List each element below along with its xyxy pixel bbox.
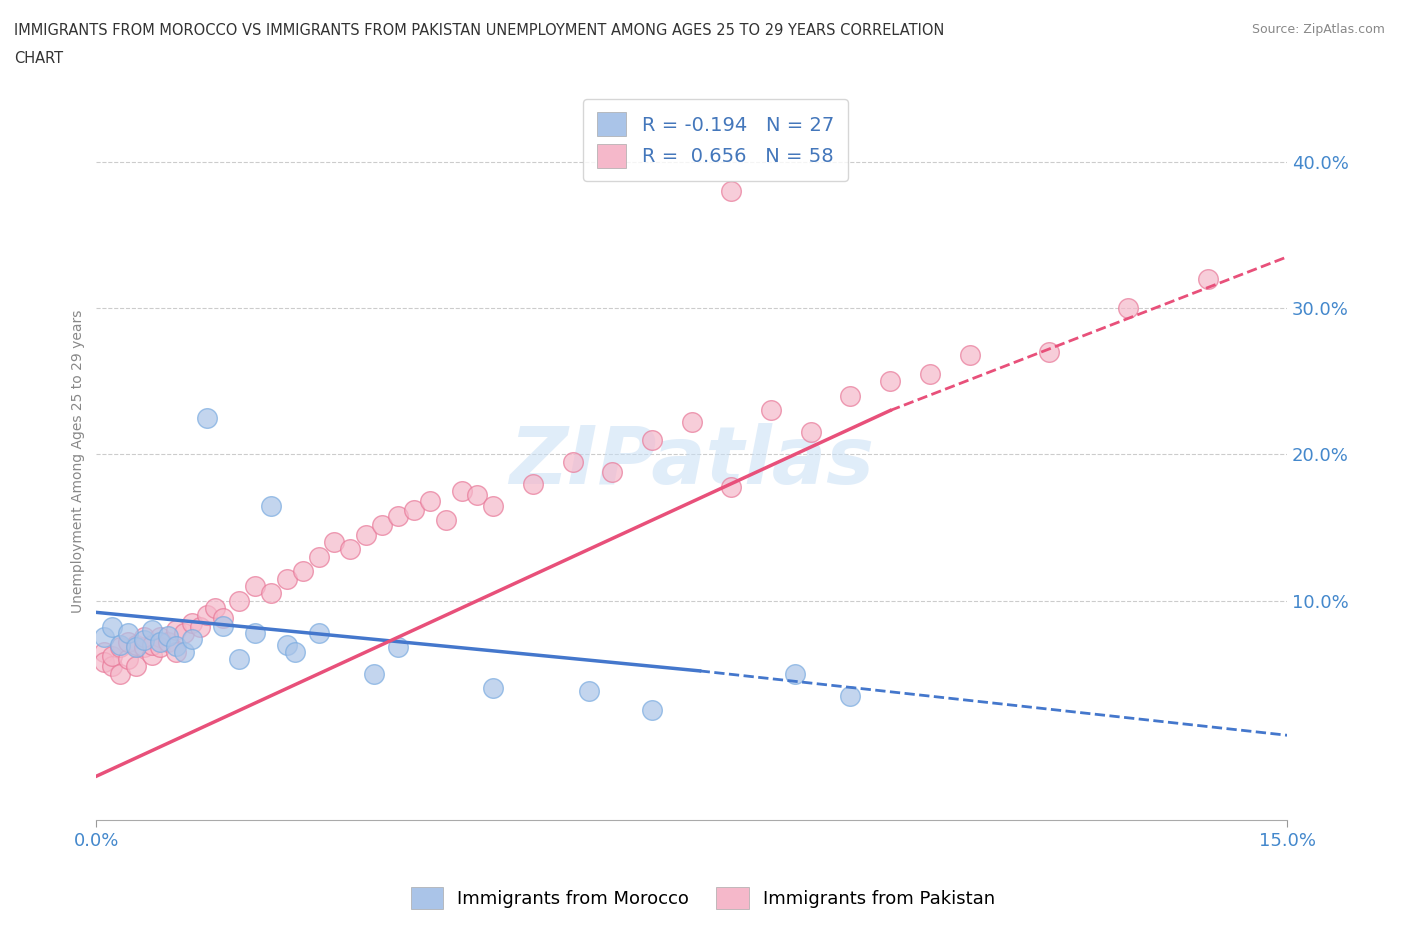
Point [212,618,235,633]
Text: IMMIGRANTS FROM MOROCCO VS IMMIGRANTS FROM PAKISTAN UNEMPLOYMENT AMONG AGES 25 T: IMMIGRANTS FROM MOROCCO VS IMMIGRANTS FR… [14,23,945,38]
Point [387,509,409,524]
Point [165,622,187,637]
Point [578,684,600,698]
Point [243,578,266,593]
Point [188,619,211,634]
Point [434,512,457,527]
Point [125,640,148,655]
Point [482,681,505,696]
Point [1038,344,1060,359]
Point [959,348,981,363]
Point [419,494,441,509]
Point [918,366,941,381]
Point [93,644,115,659]
Point [212,611,235,626]
Point [108,637,131,652]
Point [260,498,283,513]
Point [561,454,583,469]
Point [839,688,862,703]
Point [165,644,187,659]
Point [641,432,664,447]
Point [243,625,266,640]
Point [284,644,307,659]
Point [165,639,187,654]
Point [308,550,330,565]
Point [308,625,330,640]
Point [149,640,172,655]
Point [197,608,219,623]
Legend: R = -0.194   N = 27, R =  0.656   N = 58: R = -0.194 N = 27, R = 0.656 N = 58 [583,99,848,181]
Point [800,425,823,440]
Point [141,647,163,662]
Point [117,634,139,649]
Point [173,625,195,640]
Point [339,542,361,557]
Point [1197,272,1219,286]
Point [839,389,862,404]
Point [197,410,219,425]
Point [228,593,250,608]
Point [879,374,901,389]
Point [93,630,115,644]
Point [156,629,179,644]
Point [1118,300,1140,315]
Point [450,484,472,498]
Point [141,622,163,637]
Point [681,415,703,430]
Point [125,659,148,674]
Point [132,640,155,655]
Point [93,655,115,670]
Point [402,502,425,517]
Text: CHART: CHART [14,51,63,66]
Point [101,649,124,664]
Point [149,630,172,644]
Y-axis label: Unemployment Among Ages 25 to 29 years: Unemployment Among Ages 25 to 29 years [72,310,86,614]
Point [720,479,742,494]
Point [759,403,782,418]
Point [641,703,664,718]
Point [720,183,742,198]
Point [204,601,226,616]
Text: ZIPatlas: ZIPatlas [509,423,875,500]
Point [291,564,314,578]
Point [173,644,195,659]
Point [117,652,139,667]
Point [363,667,385,682]
Point [101,659,124,674]
Point [467,488,489,503]
Point [180,615,202,630]
Legend: Immigrants from Morocco, Immigrants from Pakistan: Immigrants from Morocco, Immigrants from… [404,880,1002,916]
Point [783,667,806,682]
Point [276,637,298,652]
Point [522,476,544,491]
Point [125,637,148,652]
Point [180,631,202,646]
Point [323,535,346,550]
Point [276,571,298,586]
Point [371,517,394,532]
Text: Source: ZipAtlas.com: Source: ZipAtlas.com [1251,23,1385,36]
Point [132,632,155,647]
Point [602,464,624,479]
Point [108,667,131,682]
Point [228,652,250,667]
Point [354,527,377,542]
Point [141,637,163,652]
Point [117,625,139,640]
Point [260,586,283,601]
Point [108,640,131,655]
Point [482,498,505,513]
Point [132,630,155,644]
Point [101,619,124,634]
Point [387,640,409,655]
Point [156,634,179,649]
Point [149,634,172,649]
